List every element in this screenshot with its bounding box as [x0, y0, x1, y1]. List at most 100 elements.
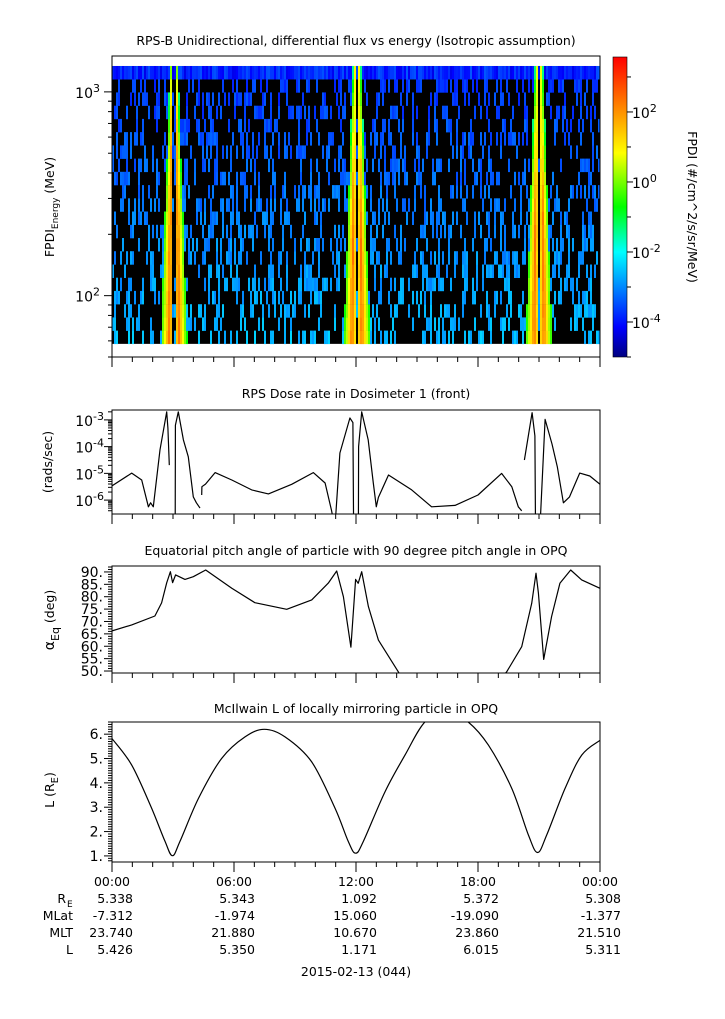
spectrogram-cell: [438, 198, 440, 212]
spectrogram-cell: [372, 211, 374, 225]
spectrogram-cell: [322, 105, 324, 120]
spectrogram-cell: [160, 264, 162, 278]
spectrogram-cell: [360, 264, 362, 278]
spectrogram-cell: [216, 171, 218, 186]
spectrogram-cell: [348, 66, 350, 80]
spectrogram-cell: [350, 317, 352, 331]
spectrogram-cell: [488, 145, 490, 159]
spectrogram-cell: [516, 66, 518, 80]
spectrogram-cell: [338, 158, 340, 173]
spectrogram-cell: [400, 251, 402, 265]
spectrogram-cell: [444, 224, 446, 239]
spectrogram-cell: [410, 66, 412, 80]
spectrogram-cell: [542, 171, 544, 186]
spectrogram-cell: [342, 171, 344, 186]
spectrogram-cell: [218, 330, 220, 345]
spectrogram-cell: [374, 211, 376, 225]
spectrogram-cell: [518, 224, 520, 239]
ephemeris-value: 21.880: [211, 925, 255, 940]
spectrogram-cell: [160, 330, 162, 345]
spectrogram-cell: [436, 66, 438, 80]
spectrogram-cell: [194, 317, 196, 331]
spectrogram-cell: [270, 118, 272, 133]
spectrogram-cell: [400, 224, 402, 239]
spectrogram-cell: [544, 224, 546, 239]
spectrogram-cell: [146, 158, 148, 173]
spectrogram-cell: [208, 105, 210, 120]
spectrogram-cell: [520, 185, 522, 199]
spectrogram-cell: [192, 238, 194, 252]
spectrogram-cell: [428, 105, 430, 120]
spectrogram-cell: [176, 66, 178, 80]
spectrogram-cell: [560, 66, 562, 80]
spectrogram-cell: [210, 145, 212, 159]
spectrogram-cell: [402, 79, 404, 93]
spectrogram-cell: [370, 317, 372, 331]
spectrogram-cell: [396, 66, 398, 80]
spectrogram-cell: [298, 66, 300, 80]
spectrogram-cell: [212, 290, 214, 305]
spectrogram-cell: [122, 238, 124, 252]
dose-rate-line: [357, 411, 523, 514]
spectrogram-cell: [480, 185, 482, 199]
spectrogram-cell: [190, 66, 192, 80]
spectrogram-cell: [222, 198, 224, 212]
spectrogram-cell: [176, 132, 178, 146]
spectrogram-cell: [542, 290, 544, 305]
spectrogram-cell: [170, 317, 172, 331]
spectrogram-cell: [394, 66, 396, 80]
spectrogram-cell: [218, 66, 220, 80]
spectrogram-cell: [184, 171, 186, 186]
spectrogram-cell: [126, 132, 128, 146]
spectrogram-cell: [380, 290, 382, 305]
spectrogram-cell: [272, 330, 274, 345]
spectrogram-cell: [244, 66, 246, 80]
spectrogram-cell: [158, 238, 160, 252]
spectrogram-cell: [112, 317, 114, 331]
spectrogram-cell: [364, 304, 366, 318]
spectrogram-cell: [516, 264, 518, 278]
spectrogram-cell: [184, 277, 186, 292]
spectrogram-cell: [168, 224, 170, 239]
spectrogram-cell: [280, 251, 282, 265]
spectrogram-cell: [194, 158, 196, 173]
spectrogram-cell: [480, 105, 482, 120]
spectrogram-cell: [270, 330, 272, 345]
spectrogram-cell: [290, 317, 292, 331]
spectrogram-cell: [186, 304, 188, 318]
spectrogram-cell: [390, 66, 392, 80]
spectrogram-cell: [530, 264, 532, 278]
spectrogram-cell: [350, 198, 352, 212]
spectrogram-cell: [116, 132, 118, 146]
spectrogram-cell: [188, 251, 190, 265]
spectrogram-cell: [178, 211, 180, 225]
spectrogram-cell: [556, 185, 558, 199]
spectrogram-cell: [494, 224, 496, 239]
spectrogram-cell: [210, 330, 212, 345]
spectrogram-cell: [294, 185, 296, 199]
spectrogram-cell: [374, 118, 376, 133]
spectrogram-cell: [304, 145, 306, 159]
spectrogram-cell: [430, 290, 432, 305]
spectrogram-cell: [180, 185, 182, 199]
spectrogram-cell: [462, 66, 464, 80]
spectrogram-cell: [176, 118, 178, 133]
spectrogram-cell: [116, 224, 118, 239]
spectrogram-cell: [552, 238, 554, 252]
spectrogram-cell: [490, 317, 492, 331]
spectrogram-cell: [244, 105, 246, 120]
spectrogram-cell: [342, 66, 344, 80]
spectrogram-cell: [382, 198, 384, 212]
spectrogram-cell: [504, 198, 506, 212]
spectrogram-cell: [456, 211, 458, 225]
spectrogram-cell: [436, 211, 438, 225]
spectrogram-cell: [286, 92, 288, 106]
spectrogram-cell: [200, 211, 202, 225]
spectrogram-cell: [416, 66, 418, 80]
spectrogram-cell: [294, 304, 296, 318]
spectrogram-cell: [392, 171, 394, 186]
spectrogram-cell: [516, 79, 518, 93]
spectrogram-cell: [222, 264, 224, 278]
spectrogram-cell: [430, 198, 432, 212]
spectrogram-cell: [218, 264, 220, 278]
